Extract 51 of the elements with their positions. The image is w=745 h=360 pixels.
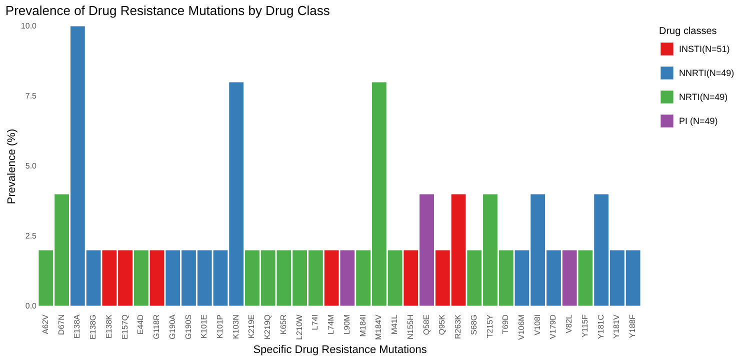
x-axis-title: Specific Drug Resistance Mutations [253,344,428,356]
legend-label: INSTI(N=51) [679,44,730,54]
x-tick-label: K219E [247,314,256,339]
x-tick-label: E138G [88,314,98,340]
x-tick-label: Q95K [438,314,447,335]
y-tick-label: 7.5 [25,92,38,100]
x-tick-label: Y181V [612,314,622,339]
x-tick-label: Y181C [596,314,606,339]
x-tick-label: K101E [200,314,209,339]
x-tick-label: G190A [168,314,177,340]
chart-title: Prevalence of Drug Resistance Mutations by Drug Class [5,3,330,18]
x-tick-label: S68G [469,314,478,335]
x-tick-label: Y188F [628,314,638,338]
x-tick-label: L210W [294,314,304,340]
x-tick-label: E138A [72,314,82,339]
x-tick-label: L74I [310,314,320,330]
x-tick-label: M41L [390,314,400,335]
y-tick-label: 5.0 [25,162,38,170]
x-tick-label: V108I [532,314,542,336]
x-tick-label: D67N [56,314,66,335]
x-tick-label: G190S [184,314,193,340]
x-tick-label: E44D [136,314,146,335]
x-tick-label: V106M [516,314,526,340]
y-tick-label: 2.5 [25,232,38,240]
x-tick-label: L74M [326,314,336,335]
x-tick-label: G118R [152,314,162,340]
x-tick-label: T215Y [485,314,494,338]
x-tick-label: K65R [278,314,288,335]
x-tick-label: E157Q [120,314,130,340]
x-tick-label: A62V [40,314,50,334]
x-tick-label: M184I [358,314,368,337]
x-tick-label: Q58E [422,314,431,335]
legend-label: NRTI(N=49) [679,92,728,102]
legend-title: Drug classes [659,26,717,37]
x-tick-label: Y115F [580,314,590,338]
legend-label: PI (N=49) [679,116,718,126]
x-tick-label: L90M [342,314,352,335]
x-tick-label: N155H [406,314,415,340]
x-tick-label: T69D [501,314,510,334]
x-tick-label: M184V [374,314,384,340]
y-axis-title: Prevalence (%) [6,128,18,204]
x-tick-label: K219Q [263,314,272,340]
x-tick-label: V82L [564,314,574,334]
x-tick-label: K103N [231,314,240,339]
x-tick-label: E138K [104,314,114,339]
x-tick-label: R263K [454,314,463,339]
legend-label: NNRTI(N=49) [679,68,734,78]
y-tick-label: 10.0 [20,22,38,30]
x-tick-label: V179D [548,314,558,339]
x-tick-label: K101P [215,314,224,339]
y-tick-label: 0.0 [25,302,38,310]
